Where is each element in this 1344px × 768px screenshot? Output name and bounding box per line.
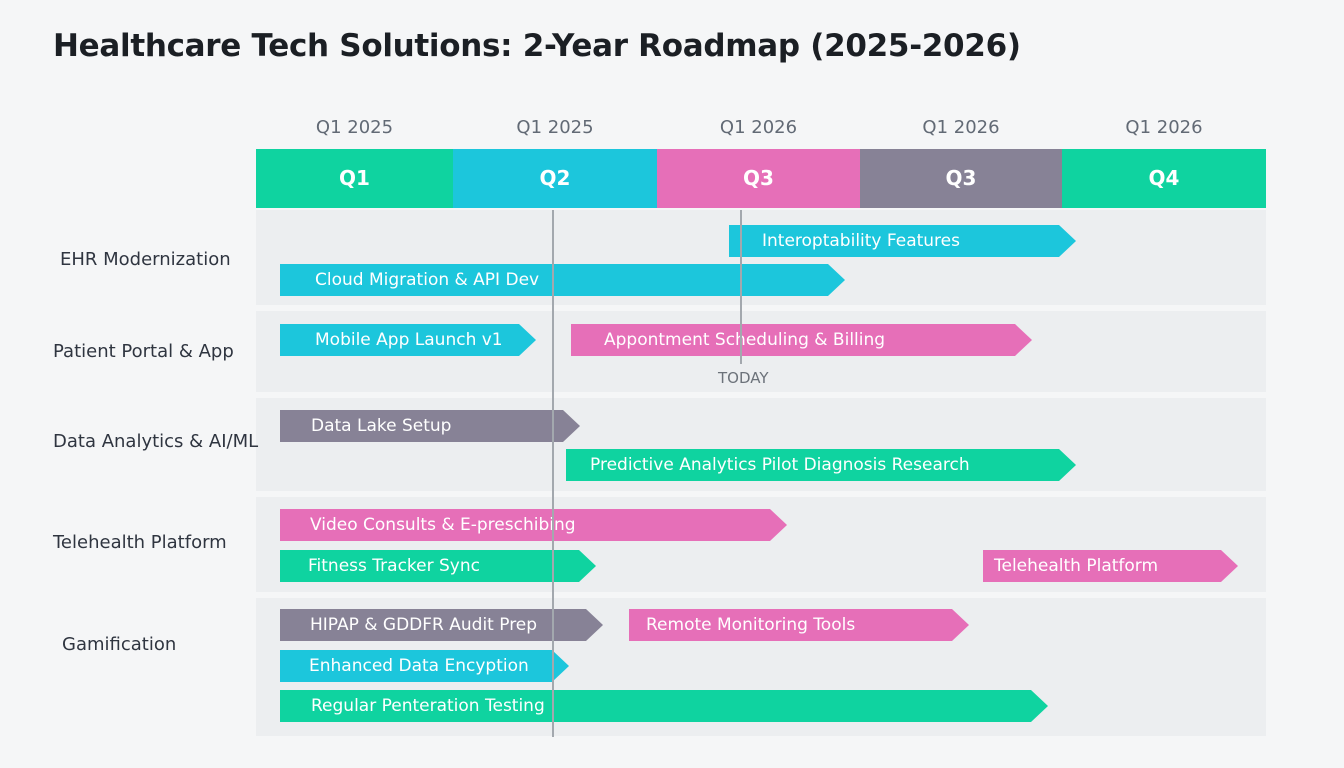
today-label: TODAY bbox=[718, 369, 769, 387]
bar-penetration-testing[interactable]: Regular Penteration Testing bbox=[280, 690, 1048, 722]
bar-cloud-migration[interactable]: Cloud Migration & API Dev bbox=[280, 264, 845, 296]
quarter-year-label: Q1 2026 bbox=[1125, 117, 1203, 138]
quarter-header-q1: Q1 bbox=[256, 149, 453, 208]
quarter-header-q4: Q4 bbox=[1062, 149, 1266, 208]
quarter-year-label: Q1 2026 bbox=[719, 117, 798, 138]
bar-predictive-analytics[interactable]: Predictive Analytics Pilot Diagnosis Res… bbox=[566, 449, 1076, 481]
bar-hipaa-audit[interactable]: HIPAP & GDDFR Audit Prep bbox=[280, 609, 603, 641]
bar-scheduling-billing[interactable]: Appontment Scheduling & Billing bbox=[571, 324, 1032, 356]
bar-data-lake[interactable]: Data Lake Setup bbox=[280, 410, 580, 442]
quarter-header-q3-second: Q3 bbox=[860, 149, 1062, 208]
bar-data-encryption[interactable]: Enhanced Data Encyption bbox=[280, 650, 569, 682]
bar-remote-monitoring[interactable]: Remote Monitoring Tools bbox=[629, 609, 969, 641]
row-label-telehealth: Telehealth Platform bbox=[53, 532, 227, 553]
bar-video-consults[interactable]: Video Consults & E-preschibing bbox=[280, 509, 787, 541]
bar-fitness-tracker[interactable]: Fitness Tracker Sync bbox=[280, 550, 596, 582]
quarter-year-label: Q1 2026 bbox=[922, 117, 1000, 138]
bar-telehealth-platform[interactable]: Telehealth Platform bbox=[983, 550, 1238, 582]
bar-mobile-app[interactable]: Mobile App Launch v1 bbox=[280, 324, 536, 356]
row-label-ehr: EHR Modernization bbox=[60, 249, 231, 270]
today-marker-line-secondary bbox=[740, 210, 742, 364]
quarter-header-q2: Q2 bbox=[453, 149, 657, 208]
row-label-gamification: Gamification bbox=[62, 634, 177, 655]
quarter-year-label: Q1 2025 bbox=[516, 117, 594, 138]
quarter-header-q3: Q3 bbox=[657, 149, 860, 208]
page-title: Healthcare Tech Solutions: 2-Year Roadma… bbox=[53, 28, 1021, 64]
bar-interoperability[interactable]: Interoptability Features bbox=[729, 225, 1076, 257]
quarter-year-label: Q1 2025 bbox=[315, 117, 394, 138]
row-label-patient-portal: Patient Portal & App bbox=[53, 341, 234, 362]
row-label-data-analytics: Data Analytics & AI/ML bbox=[53, 431, 259, 452]
today-marker-line bbox=[552, 210, 554, 737]
